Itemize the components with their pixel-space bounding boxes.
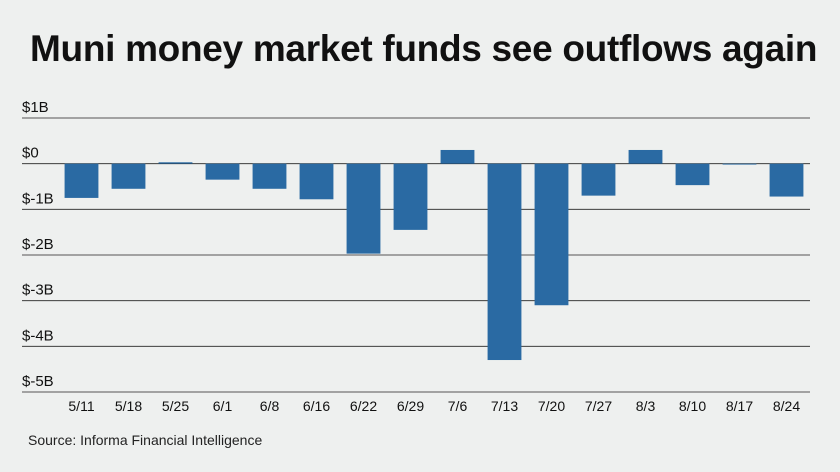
bar	[769, 163, 804, 197]
y-tick-label: $-2B	[22, 236, 54, 253]
bar	[158, 162, 193, 164]
y-tick-label: $1B	[22, 99, 49, 116]
bar	[534, 163, 569, 306]
x-tick-label: 7/27	[585, 398, 612, 414]
bar	[299, 163, 334, 200]
x-tick-label: 8/3	[636, 398, 656, 414]
bar	[252, 163, 287, 189]
bar	[64, 163, 99, 198]
chart-title: Muni money market funds see outflows aga…	[30, 28, 818, 69]
bar	[205, 163, 240, 180]
x-tick-label: 6/22	[350, 398, 377, 414]
x-tick-label: 8/24	[773, 398, 800, 414]
bar	[722, 163, 757, 165]
x-tick-label: 6/16	[303, 398, 330, 414]
x-tick-label: 6/1	[213, 398, 233, 414]
y-tick-label: $-5B	[22, 373, 54, 390]
y-tick-label: $0	[22, 145, 39, 162]
x-tick-label: 5/25	[162, 398, 189, 414]
x-tick-label: 8/17	[726, 398, 753, 414]
x-tick-label: 6/29	[397, 398, 424, 414]
x-tick-label: 7/20	[538, 398, 565, 414]
x-tick-label: 5/11	[68, 398, 94, 414]
x-tick-label: 5/18	[115, 398, 142, 414]
bar	[393, 163, 428, 230]
x-tick-label: 6/8	[260, 398, 280, 414]
y-tick-label: $-3B	[22, 282, 54, 299]
bar	[581, 163, 616, 196]
bar	[675, 163, 710, 186]
y-tick-label: $-1B	[22, 190, 54, 207]
x-tick-label: 8/10	[679, 398, 706, 414]
x-tick-label: 7/6	[448, 398, 468, 414]
bar	[346, 163, 381, 254]
y-tick-label: $-4B	[22, 327, 54, 344]
bar	[487, 163, 522, 361]
bar	[111, 163, 146, 189]
bar	[628, 149, 663, 164]
source-note: Source: Informa Financial Intelligence	[28, 432, 263, 448]
x-tick-label: 7/13	[491, 398, 518, 414]
bar	[440, 149, 475, 164]
